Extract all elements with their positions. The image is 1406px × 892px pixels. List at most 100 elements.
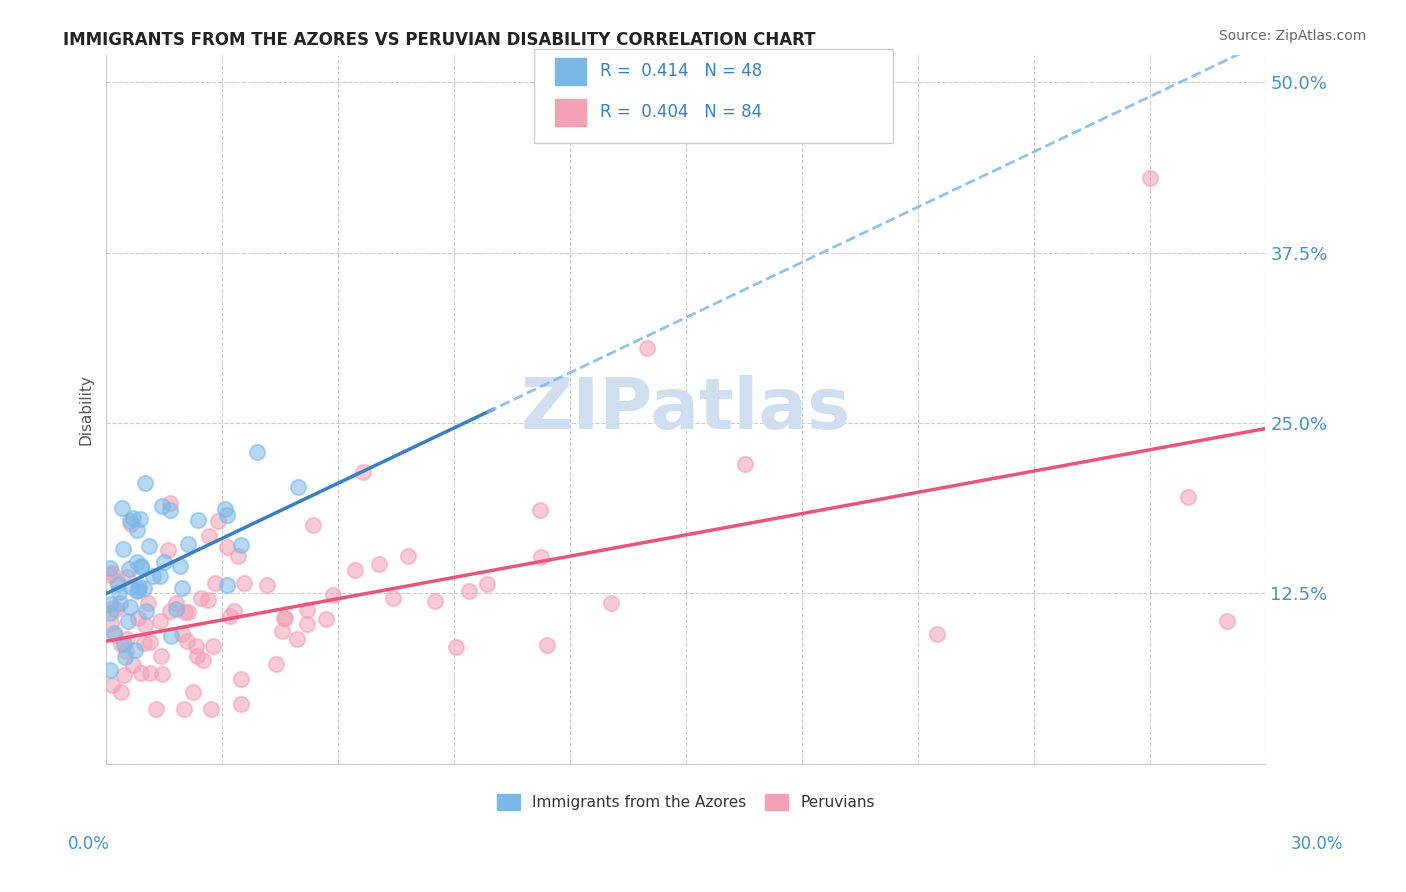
Point <box>149 648 172 663</box>
Point <box>381 591 404 606</box>
Point <box>229 537 252 551</box>
Point <box>105 574 128 588</box>
Point <box>927 627 949 641</box>
Point <box>98 663 121 677</box>
Point <box>219 609 242 624</box>
Point <box>273 611 295 625</box>
Point <box>115 570 138 584</box>
Point <box>118 599 141 614</box>
Point <box>157 542 180 557</box>
Point <box>444 640 467 654</box>
Point <box>134 476 156 491</box>
Point <box>636 341 658 355</box>
Point <box>226 549 249 563</box>
Point <box>200 702 222 716</box>
Point <box>100 678 122 692</box>
Point <box>217 508 239 523</box>
Point <box>117 614 139 628</box>
Point <box>134 618 156 632</box>
Point <box>134 636 156 650</box>
Point <box>129 560 152 574</box>
Point <box>233 576 256 591</box>
Point <box>475 577 498 591</box>
Point <box>423 594 446 608</box>
Point <box>111 542 134 557</box>
Point <box>458 583 481 598</box>
Point <box>127 584 149 599</box>
Point <box>135 604 157 618</box>
Point <box>128 580 150 594</box>
Point <box>1216 614 1239 628</box>
Point <box>101 566 124 580</box>
Point <box>229 673 252 687</box>
Point <box>215 540 238 554</box>
Point <box>368 558 391 572</box>
Point <box>111 500 134 515</box>
Text: R =  0.414   N = 48: R = 0.414 N = 48 <box>600 62 762 80</box>
Point <box>131 558 153 573</box>
Point <box>176 605 198 619</box>
Point <box>98 597 121 611</box>
Text: R =  0.404   N = 84: R = 0.404 N = 84 <box>600 103 762 121</box>
Point <box>352 465 374 479</box>
Point <box>152 666 174 681</box>
Point <box>115 632 138 647</box>
Text: ZIPatlas: ZIPatlas <box>520 375 851 444</box>
Point <box>145 702 167 716</box>
Point <box>98 567 121 582</box>
Point <box>125 555 148 569</box>
Point <box>172 581 194 595</box>
Point <box>129 665 152 680</box>
Point <box>186 649 208 664</box>
Point <box>118 514 141 528</box>
Point <box>186 639 208 653</box>
Point <box>112 637 135 651</box>
Point <box>115 644 138 658</box>
Point <box>170 627 193 641</box>
Point <box>177 537 200 551</box>
Point <box>138 665 160 680</box>
Point <box>159 503 181 517</box>
Text: Source: ZipAtlas.com: Source: ZipAtlas.com <box>1219 29 1367 43</box>
Point <box>214 502 236 516</box>
Point <box>536 638 558 652</box>
Point <box>191 653 214 667</box>
Point <box>149 569 172 583</box>
Point <box>599 596 621 610</box>
Point <box>271 624 294 638</box>
Point <box>734 457 756 471</box>
Point <box>198 529 221 543</box>
Point <box>176 634 198 648</box>
Text: 0.0%: 0.0% <box>67 835 110 853</box>
Point <box>207 514 229 528</box>
Point <box>274 611 297 625</box>
Point <box>396 549 419 563</box>
Point <box>174 605 197 619</box>
Point <box>110 637 132 651</box>
Point <box>302 518 325 533</box>
Point <box>142 568 165 582</box>
Point <box>98 606 121 620</box>
Point <box>159 496 181 510</box>
Point <box>112 668 135 682</box>
Y-axis label: Disability: Disability <box>79 374 93 445</box>
Point <box>120 581 142 595</box>
Point <box>529 503 551 517</box>
Point <box>107 576 129 591</box>
Point <box>165 597 187 611</box>
Point <box>169 559 191 574</box>
Point <box>256 578 278 592</box>
Point <box>108 596 131 610</box>
Point <box>343 563 366 577</box>
Point <box>295 603 318 617</box>
Point <box>159 604 181 618</box>
Point <box>173 702 195 716</box>
Point <box>1177 490 1199 504</box>
Point <box>287 479 309 493</box>
Point <box>110 685 132 699</box>
Point <box>315 612 337 626</box>
Point <box>229 698 252 712</box>
Point <box>118 562 141 576</box>
Legend: Immigrants from the Azores, Peruvians: Immigrants from the Azores, Peruvians <box>491 789 880 816</box>
Point <box>124 642 146 657</box>
